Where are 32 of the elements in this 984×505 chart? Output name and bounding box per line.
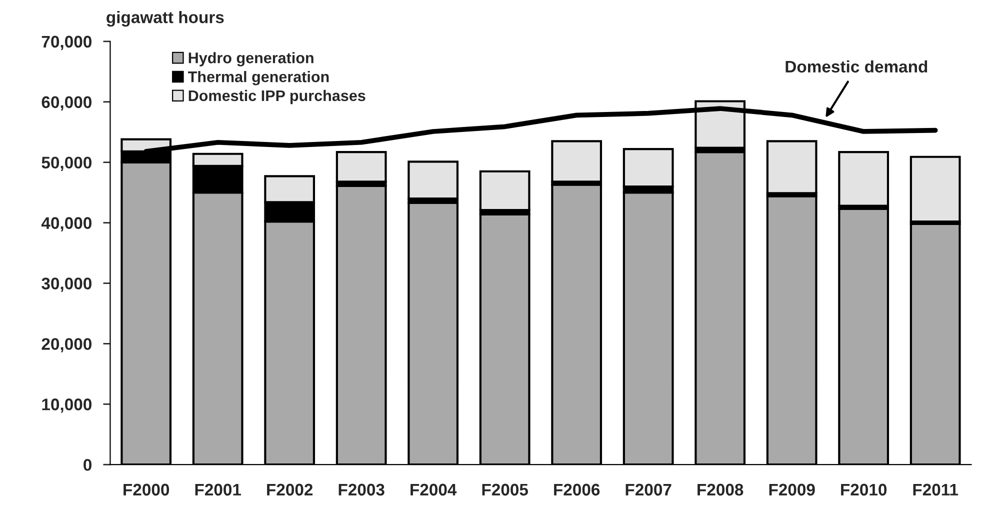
y-tick-label: 10,000 [42,398,92,413]
y-tick-label: 30,000 [42,278,92,292]
bar [910,156,961,223]
y-tick-label: 0 [84,459,92,471]
y-tick-label: 20,000 [42,338,92,352]
x-tick-label: F2008 [698,484,744,496]
x-tick-label: F2009 [769,484,815,496]
y-tick-label: 60,000 [42,96,92,110]
bar [551,140,602,183]
x-tick-label: F2000 [124,484,170,496]
text: Domestic demand [786,60,928,73]
bar [479,170,530,212]
legend-label: Domestic IPP purchases [188,90,366,104]
x-tick-label: F2003 [338,484,384,496]
x-tick-label: F2005 [482,484,528,496]
bar [336,151,387,183]
x-tick-label: F2006 [554,484,600,496]
bar [766,140,818,194]
x-tick-label: F2011 [913,484,958,496]
x-tick-label: F2001 [195,484,241,496]
legend-label: Hydro generation [188,52,314,66]
y-tick-label: 70,000 [42,36,92,50]
y-tick-label: 50,000 [42,156,92,171]
y-tick-label: 40,000 [41,217,92,232]
x-tick-label: F2004 [410,484,457,496]
bar [838,151,890,207]
x-tick-label: F2010 [841,484,887,496]
x-tick-label: F2002 [267,484,313,496]
x-tick-label: F2007 [626,484,672,496]
bar [408,160,459,200]
legend-label: Thermal generation [188,70,329,86]
y-axis-title: gigawatt hours [106,10,224,27]
